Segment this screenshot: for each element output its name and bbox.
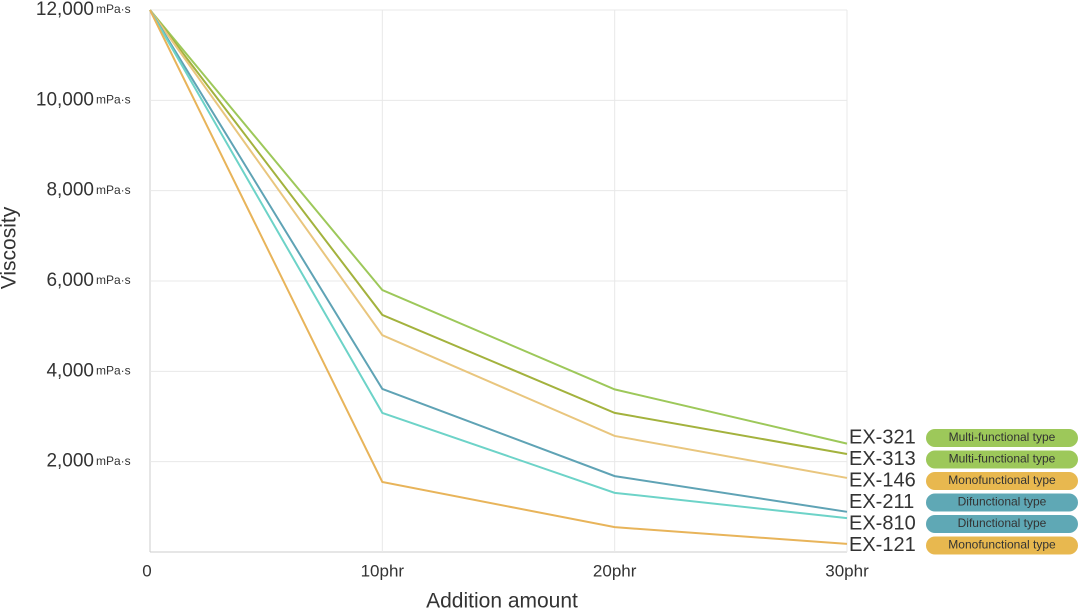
y-axis-title: Viscosity bbox=[0, 206, 21, 289]
y-tick-unit: mPa·s bbox=[96, 273, 131, 287]
y-tick-unit: mPa·s bbox=[96, 454, 131, 468]
x-tick-label: 0 bbox=[142, 561, 151, 580]
series-line bbox=[149, 9, 848, 513]
x-tick-label: 20phr bbox=[593, 561, 637, 580]
y-tick-label: 4,000 bbox=[46, 360, 94, 381]
legend-badge bbox=[926, 493, 1078, 512]
y-tick-label: 2,000 bbox=[46, 451, 94, 472]
legend-type: Difunctional type bbox=[958, 495, 1047, 509]
legend-name: EX-146 bbox=[849, 469, 916, 491]
legend-name: EX-810 bbox=[849, 512, 916, 534]
series-line bbox=[149, 9, 848, 479]
legend-type: Multi-functional type bbox=[949, 430, 1056, 444]
legend-badge bbox=[926, 429, 1078, 447]
y-tick-unit: mPa·s bbox=[96, 364, 131, 378]
series-line bbox=[149, 9, 848, 520]
legend-type: Monofunctional type bbox=[948, 473, 1056, 487]
y-tick-unit: mPa·s bbox=[96, 93, 131, 107]
y-tick-label: 12,000 bbox=[36, 0, 94, 20]
y-tick-label: 6,000 bbox=[46, 270, 94, 291]
series-line bbox=[149, 9, 848, 455]
legend-name: EX-313 bbox=[849, 448, 916, 470]
x-tick-label: 30phr bbox=[825, 561, 869, 580]
legend-badge bbox=[926, 536, 1078, 555]
x-tick-label: 10phr bbox=[361, 561, 405, 580]
y-tick-label: 10,000 bbox=[36, 89, 94, 110]
y-tick-unit: mPa·s bbox=[96, 2, 131, 16]
legend-badge bbox=[926, 450, 1078, 469]
series-line bbox=[149, 9, 848, 545]
legend-type: Monofunctional type bbox=[948, 538, 1056, 552]
y-tick-unit: mPa·s bbox=[96, 183, 131, 197]
legend-type: Difunctional type bbox=[958, 516, 1047, 530]
legend-badge bbox=[926, 515, 1078, 533]
legend-name: EX-121 bbox=[849, 534, 916, 556]
x-axis-title: Addition amount bbox=[426, 590, 578, 613]
legend-name: EX-321 bbox=[849, 426, 916, 448]
legend-name: EX-211 bbox=[849, 491, 914, 513]
series-line bbox=[149, 9, 848, 445]
legend-badge bbox=[926, 472, 1078, 490]
legend-type: Multi-functional type bbox=[949, 452, 1056, 466]
y-tick-label: 8,000 bbox=[46, 180, 94, 201]
